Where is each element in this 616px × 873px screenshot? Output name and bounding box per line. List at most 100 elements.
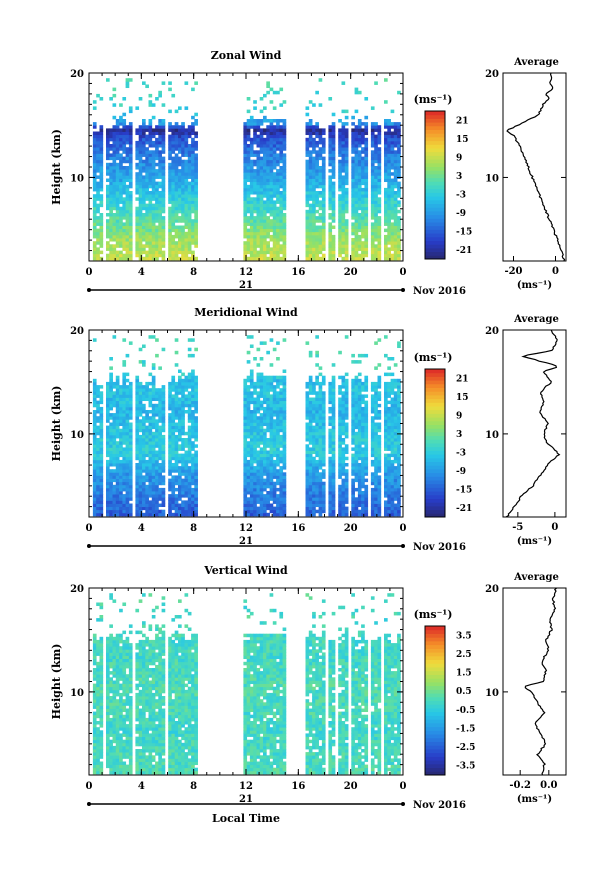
heatmap-cell: [341, 137, 346, 142]
heatmap-cell: [269, 250, 274, 255]
heatmap-cell: [256, 438, 261, 442]
heatmap-cell: [272, 385, 277, 389]
heatmap-cell: [357, 247, 362, 251]
heatmap-cell: [96, 256, 100, 261]
heatmap-cell: [364, 150, 369, 154]
heatmap-cell: [259, 247, 264, 251]
heatmap-cell: [142, 481, 146, 486]
heatmap-cell: [279, 406, 284, 411]
heatmap-cell: [178, 375, 182, 380]
heatmap-cell: [269, 459, 274, 464]
heatmap-cell: [122, 438, 127, 442]
x-tick-label: 0: [400, 267, 407, 278]
heatmap-cell: [272, 428, 277, 433]
heatmap-cell: [318, 481, 323, 486]
heatmap-cell: [122, 209, 127, 214]
heatmap-cell: [148, 391, 153, 395]
heatmap-cell: [351, 184, 355, 189]
heatmap-cell: [92, 247, 97, 251]
heatmap-cell: [119, 478, 123, 483]
heatmap-cell: [256, 191, 261, 195]
colorbar-segment: [425, 255, 445, 260]
heatmap-cell: [128, 450, 133, 455]
heatmap-cell: [92, 463, 97, 467]
heatmap-cell: [148, 241, 153, 245]
heatmap-cell: [181, 456, 185, 461]
heatmap-cell: [315, 247, 319, 251]
heatmap-cell: [112, 219, 117, 223]
heatmap-cell: [315, 194, 319, 198]
heatmap-cell: [112, 397, 117, 402]
heatmap-cell: [135, 391, 140, 395]
heatmap-cell: [321, 228, 326, 233]
heatmap-cell: [184, 491, 189, 495]
heatmap-cell: [328, 491, 333, 495]
heatmap-cell: [246, 478, 251, 483]
heatmap-cell: [109, 394, 113, 398]
heatmap-cell: [92, 122, 97, 126]
heatmap-cell: [305, 413, 310, 417]
heatmap-cell: [253, 153, 257, 157]
heatmap-cell: [305, 162, 310, 167]
heatmap-cell: [266, 450, 270, 455]
heatmap-cell: [253, 247, 257, 251]
heatmap-cell: [138, 238, 143, 242]
heatmap-cell: [397, 241, 401, 245]
heatmap-cell: [112, 153, 117, 157]
heatmap-cell: [194, 134, 198, 139]
heatmap-cell: [328, 459, 333, 464]
heatmap-cell: [99, 169, 104, 173]
heatmap-cell: [128, 381, 133, 386]
heatmap-cell: [115, 391, 120, 395]
heatmap-cell: [243, 413, 248, 417]
heatmap-cell: [279, 128, 284, 132]
heatmap-cell: [384, 253, 388, 258]
heatmap-cell: [135, 238, 140, 242]
heatmap-cell: [128, 506, 133, 511]
heatmap-cell: [384, 172, 388, 176]
heatmap-cell: [181, 153, 185, 157]
heatmap-cell: [178, 444, 182, 448]
heatmap-cell: [158, 156, 162, 161]
heatmap-cell: [174, 509, 179, 514]
heatmap-cell: [272, 153, 277, 157]
heatmap-cell: [191, 222, 195, 226]
heatmap-cell: [138, 137, 143, 142]
heatmap-cell: [194, 119, 198, 123]
heatmap-cell: [168, 466, 172, 470]
heatmap-cell: [328, 503, 333, 508]
heatmap-cell: [128, 194, 133, 198]
heatmap-cell: [112, 137, 117, 142]
heatmap-cell: [168, 144, 172, 148]
heatmap-cell: [194, 225, 198, 230]
heatmap-cell: [390, 134, 395, 139]
colorbar-segment: [425, 203, 445, 208]
heatmap-cell: [318, 385, 323, 389]
heatmap-cell: [112, 512, 117, 517]
heatmap-cell: [125, 219, 130, 223]
heatmap-cell: [341, 166, 346, 170]
heatmap-cell: [318, 494, 323, 498]
heatmap-cell: [243, 456, 248, 461]
heatmap-cell: [377, 238, 382, 242]
heatmap-cell: [318, 441, 323, 445]
heatmap-cell: [249, 213, 254, 217]
heatmap-cell: [249, 469, 254, 473]
heatmap-cell: [370, 140, 375, 145]
heatmap-cell: [96, 472, 100, 476]
heatmap-cell: [321, 419, 326, 423]
heatmap-cell: [194, 131, 198, 136]
heatmap-cell: [246, 484, 251, 489]
heatmap-cell: [384, 241, 388, 245]
heatmap-cell: [354, 222, 359, 226]
heatmap-cell: [357, 253, 362, 258]
heatmap-cell: [266, 219, 270, 223]
heatmap-cell: [269, 222, 274, 226]
heatmap-cell: [321, 238, 326, 242]
heatmap-cell: [354, 131, 359, 136]
heatmap-cell: [387, 166, 391, 170]
heatmap-cell: [178, 125, 182, 129]
heatmap-cell: [246, 234, 251, 239]
heatmap-cell: [96, 391, 100, 395]
heatmap-cell: [181, 397, 185, 402]
